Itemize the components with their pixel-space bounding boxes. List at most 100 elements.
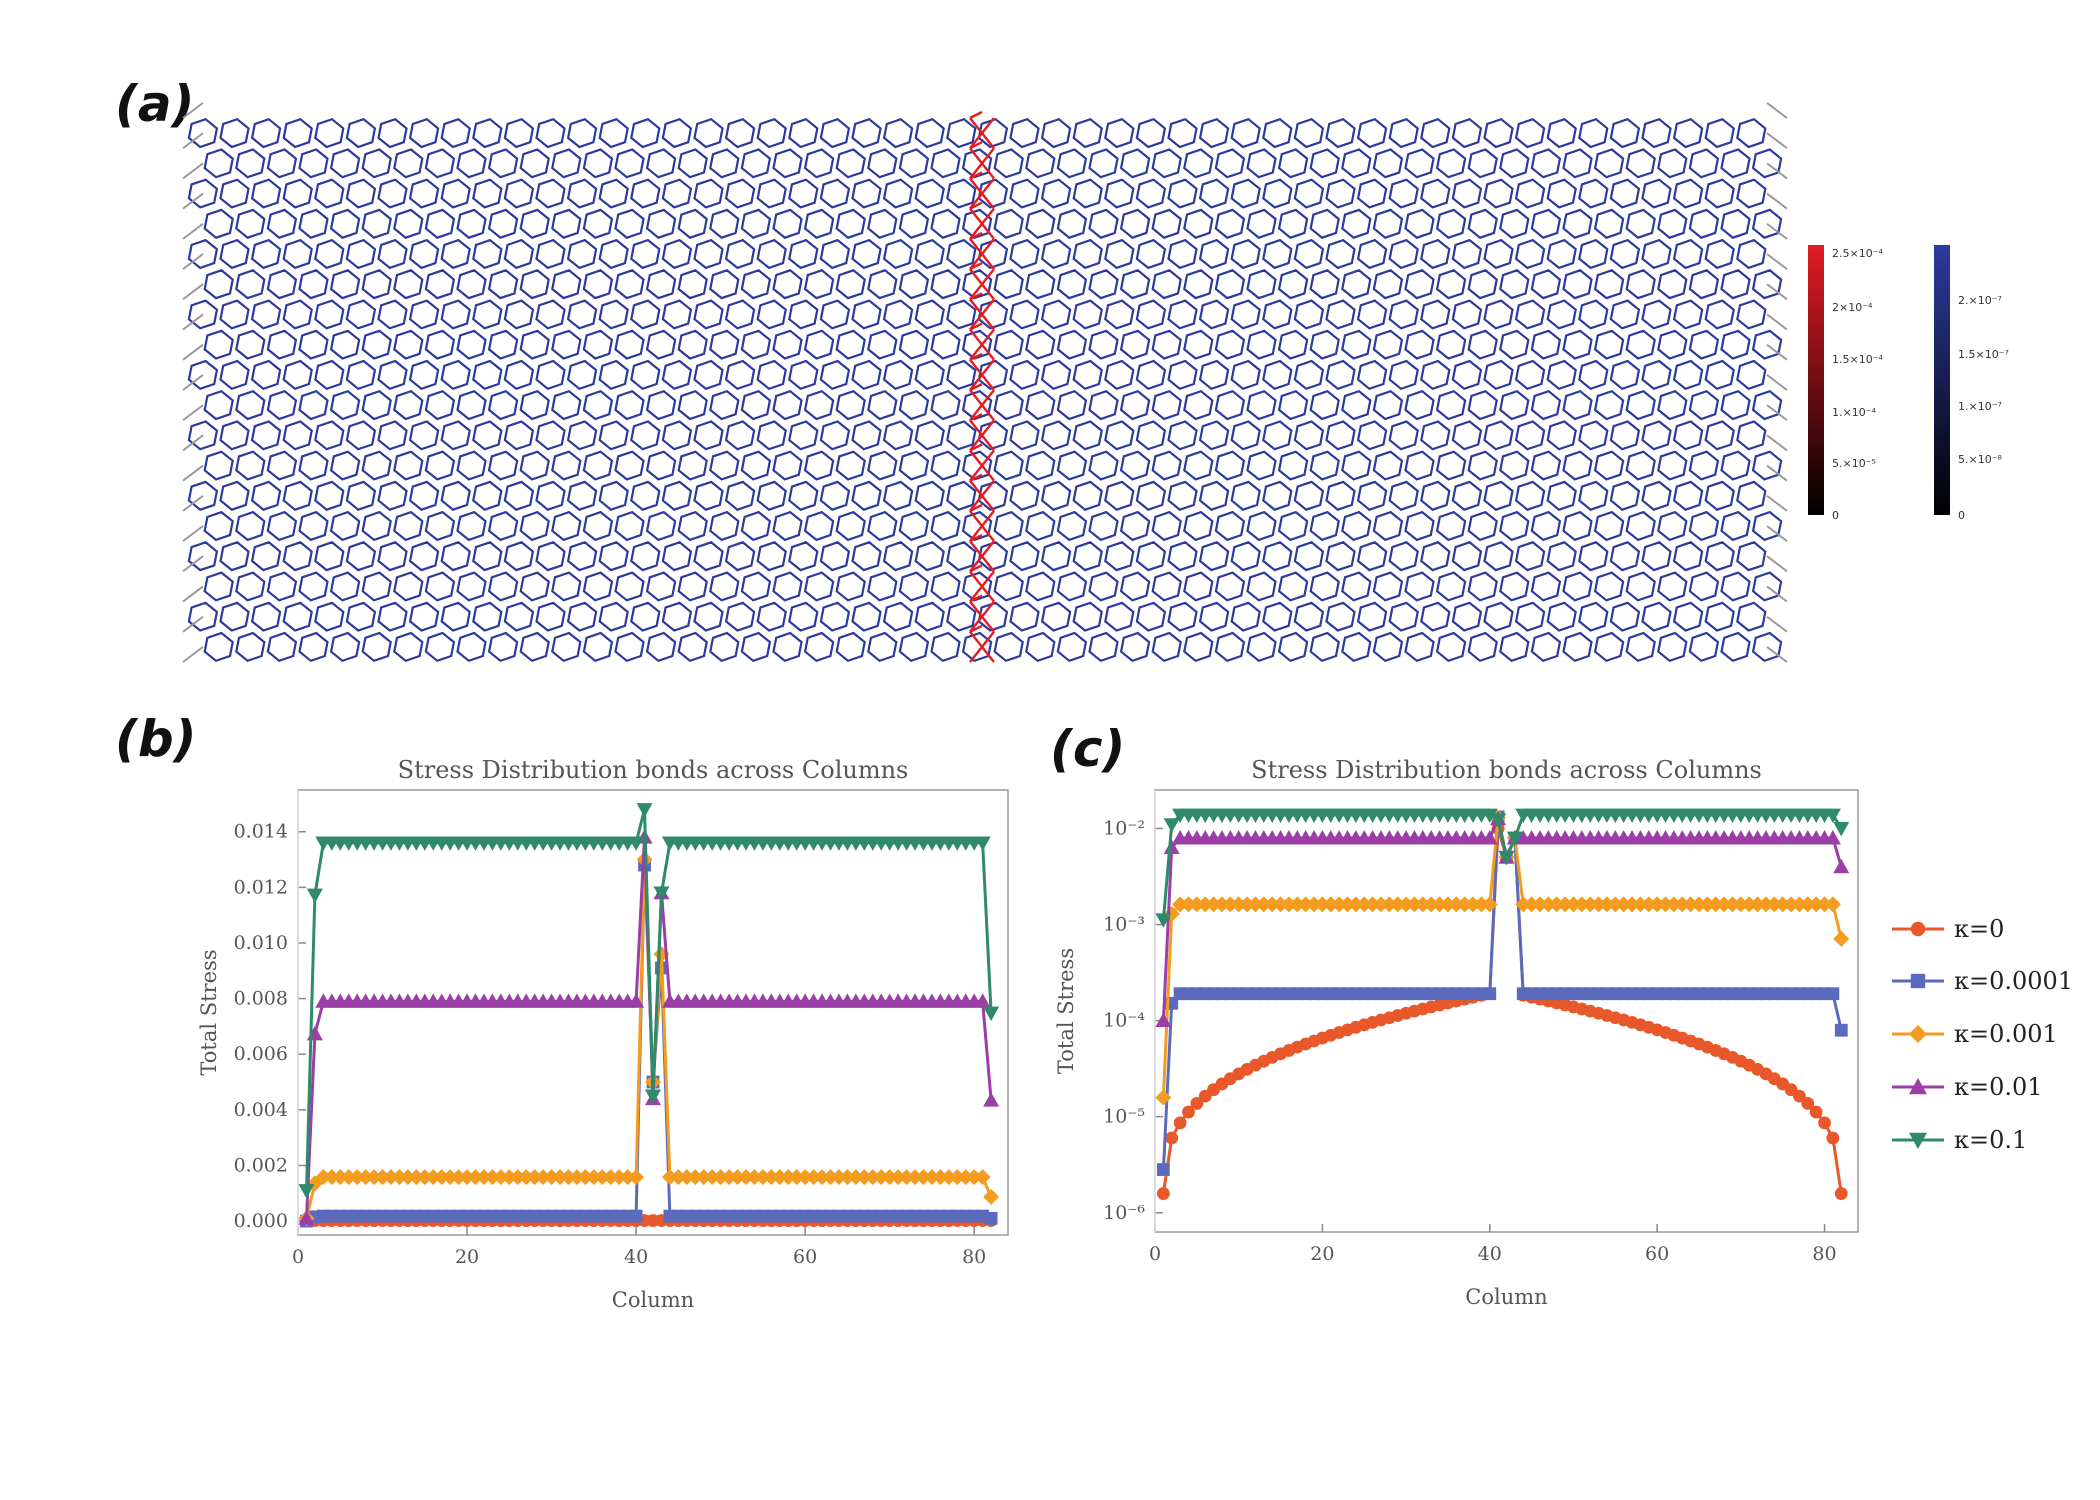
data-point [983, 1006, 1000, 1022]
data-point [1833, 858, 1850, 874]
data-point [1793, 1089, 1806, 1103]
data-point [619, 1169, 636, 1186]
data-point [687, 1169, 704, 1186]
chart-title: Stress Distribution bonds across Columns [398, 756, 909, 784]
data-point [1280, 896, 1297, 913]
data-point [526, 1169, 543, 1186]
data-point [306, 888, 323, 903]
data-point [1565, 896, 1582, 913]
data-point [1757, 896, 1774, 913]
data-point [1766, 896, 1783, 913]
data-point [721, 1169, 738, 1186]
data-point [932, 1169, 949, 1186]
legend-label: κ=0.1 [1954, 1126, 2027, 1154]
data-point [1155, 1089, 1172, 1106]
data-point [1156, 1163, 1170, 1176]
data-point [822, 1169, 839, 1186]
data-point [332, 1169, 349, 1186]
data-point [780, 1169, 797, 1186]
data-point [814, 1169, 831, 1186]
lattice-boundary-bonds [182, 102, 1788, 663]
y-tick-label: 0.008 [234, 988, 288, 1010]
plot-frame [297, 789, 1009, 1236]
colorbar-red-tick-label: 0 [1832, 509, 1839, 522]
data-point [1716, 896, 1733, 913]
data-point [399, 1169, 416, 1186]
data-point [459, 1169, 476, 1186]
data-point [543, 1169, 560, 1186]
series-4 [1155, 808, 1850, 928]
data-point [298, 1210, 315, 1225]
data-point [1724, 896, 1741, 913]
data-point [1833, 930, 1850, 947]
y-tick-label: 0.010 [234, 932, 288, 954]
data-point [898, 1169, 915, 1186]
data-point [1165, 1131, 1179, 1145]
data-point [1239, 896, 1256, 913]
data-point [628, 836, 645, 851]
data-point [653, 886, 670, 901]
x-tick-label: 20 [455, 1246, 479, 1268]
data-point [518, 1169, 535, 1186]
data-point [1356, 896, 1373, 913]
data-point [890, 1169, 907, 1186]
legend-label: κ=0.0001 [1954, 967, 2073, 995]
data-point [629, 1209, 643, 1223]
data-point [1523, 896, 1540, 913]
data-point [712, 1169, 729, 1186]
data-point [949, 1169, 966, 1186]
data-point [1732, 896, 1749, 913]
chart-title: Stress Distribution bonds across Columns [1251, 756, 1762, 784]
y-axis-label: Total Stress [197, 949, 221, 1075]
data-point [1481, 830, 1498, 845]
data-point [416, 1169, 433, 1186]
legend-label: κ=0 [1954, 915, 2004, 943]
data-point [737, 1169, 754, 1186]
data-point [1255, 896, 1272, 913]
lattice-bonds [187, 117, 1783, 663]
data-point [1573, 896, 1590, 913]
data-point [568, 1169, 585, 1186]
data-point [374, 1169, 391, 1186]
data-point [788, 1169, 805, 1186]
data-point [907, 1169, 924, 1186]
data-point [1222, 896, 1239, 913]
data-point [830, 1169, 847, 1186]
data-point [1657, 896, 1674, 913]
data-point [645, 1089, 661, 1104]
x-tick-label: 80 [1812, 1243, 1836, 1265]
data-point [1473, 896, 1490, 913]
data-point [475, 1169, 492, 1186]
data-point [1506, 831, 1523, 847]
data-point [729, 1169, 746, 1186]
data-point [1423, 896, 1440, 913]
data-point [746, 1169, 763, 1186]
y-tick-label: 10⁻² [1103, 817, 1145, 839]
data-point [974, 993, 991, 1008]
colorbar-red-tick-label: 2.5×10⁻⁴ [1832, 247, 1884, 260]
data-point [1682, 896, 1699, 913]
data-point [763, 1169, 780, 1186]
y-tick-label: 10⁻³ [1103, 914, 1145, 936]
data-point [1347, 896, 1364, 913]
data-point [425, 1169, 442, 1186]
data-point [1909, 1132, 1927, 1149]
data-point [1156, 1187, 1170, 1200]
data-point [1783, 896, 1800, 913]
data-point [1173, 1116, 1187, 1130]
data-point [1155, 1012, 1172, 1028]
data-point [966, 1169, 983, 1186]
data-point [1180, 896, 1197, 913]
data-point [923, 1169, 940, 1186]
data-point [1205, 896, 1222, 913]
data-point [957, 1169, 974, 1186]
data-point [1322, 896, 1339, 913]
data-point [754, 1169, 771, 1186]
kagome-lattice [182, 102, 1788, 663]
data-point [1163, 818, 1180, 833]
colorbar-red-tick-label: 2×10⁻⁴ [1832, 301, 1873, 314]
data-point [1824, 830, 1841, 845]
data-point [1818, 1116, 1831, 1130]
lattice-crack-bonds [969, 110, 995, 663]
